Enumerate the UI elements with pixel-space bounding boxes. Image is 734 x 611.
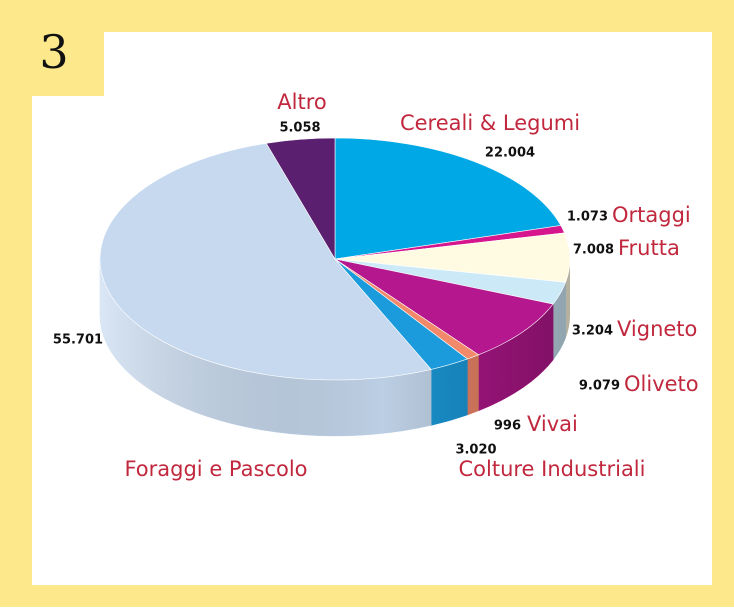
slice-value-label: 5.058	[279, 121, 320, 136]
slice-name-label: Ortaggi	[612, 203, 691, 227]
slice-name-label: Frutta	[618, 236, 680, 260]
slice	[265, 137, 336, 261]
slice-name-label: Cereali & Legumi	[400, 111, 580, 135]
number-tab	[0, 0, 104, 96]
slice-value-label: 22.004	[485, 146, 535, 161]
slice-value-label: 3.204	[572, 324, 613, 339]
side-shade	[100, 259, 570, 436]
slice-value-label: 9.079	[579, 379, 620, 394]
slice-name-label: Foraggi e Pascolo	[124, 457, 307, 481]
slice-value-label: 996	[494, 419, 521, 434]
slice-value-label: 3.020	[455, 443, 496, 458]
slice-name-label: Colture Industriali	[459, 457, 646, 481]
slice-name-label: Altro	[277, 90, 326, 114]
slice	[334, 258, 554, 356]
slice-value-label: 55.701	[53, 333, 103, 348]
slice-name-label: Oliveto	[624, 372, 699, 396]
slice-name-label: Vigneto	[617, 317, 697, 341]
chart-title: 3	[39, 25, 68, 79]
slice	[334, 137, 562, 260]
slice-value-label: 7.008	[573, 243, 614, 258]
slice-name-label: Vivai	[527, 412, 578, 436]
slice-value-label: 1.073	[567, 210, 608, 225]
slice	[99, 142, 432, 381]
